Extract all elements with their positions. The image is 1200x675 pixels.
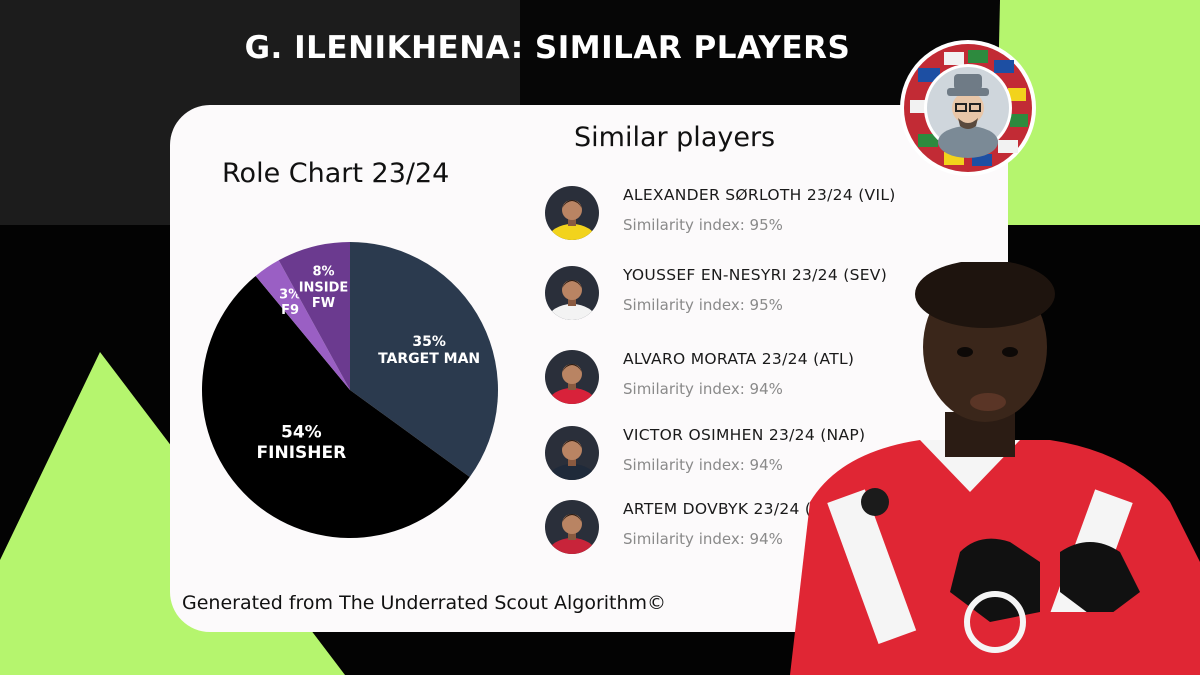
similar-player-row: YOUSSEF EN-NESYRI 23/24 (SEV) Similarity … xyxy=(545,266,995,326)
similarity-index: Similarity index: 94% xyxy=(623,456,783,474)
player-name: ALEXANDER SØRLOTH 23/24 (VIL) xyxy=(623,186,896,204)
pie-label-f9: 3% F9 xyxy=(279,288,301,319)
pie-label-inside-fw: 8% INSIDE FW xyxy=(299,265,349,311)
player-name: ALVARO MORATA 23/24 (ATL) xyxy=(623,350,855,368)
player-avatar xyxy=(545,266,599,320)
similar-player-row: VICTOR OSIMHEN 23/24 (NAP) Similarity ind… xyxy=(545,426,995,486)
player-avatar xyxy=(545,500,599,554)
similarity-index: Similarity index: 95% xyxy=(623,216,783,234)
similar-players-title: Similar players xyxy=(574,122,776,153)
page-title: G. ILENIKHENA: SIMILAR PLAYERS xyxy=(244,30,851,66)
player-avatar xyxy=(545,350,599,404)
featured-player-image xyxy=(790,262,1200,675)
player-name: YOUSSEF EN-NESYRI 23/24 (SEV) xyxy=(623,266,888,284)
similarity-index: Similarity index: 94% xyxy=(623,530,783,548)
similar-player-row: ALVARO MORATA 23/24 (ATL) Similarity inde… xyxy=(545,350,995,410)
pie-slice-f9 xyxy=(255,260,350,390)
pie-slice-inside-fw xyxy=(278,242,350,390)
similar-player-row: ARTEM DOVBYK 23/24 (GIR) Similarity index… xyxy=(545,500,995,560)
pie-label-finisher: 54% FINISHER xyxy=(257,423,347,463)
pie-slice-target-man xyxy=(350,242,498,477)
green-triangle-right xyxy=(995,0,1200,225)
player-avatar xyxy=(545,426,599,480)
pie-label-target-man: 35% TARGET MAN xyxy=(378,334,480,367)
role-chart-title: Role Chart 23/24 xyxy=(222,158,450,189)
similarity-index: Similarity index: 95% xyxy=(623,296,783,314)
scout-logo-badge xyxy=(900,40,1036,176)
player-name: VICTOR OSIMHEN 23/24 (NAP) xyxy=(623,426,866,444)
similar-player-row: ALEXANDER SØRLOTH 23/24 (VIL) Similarity … xyxy=(545,186,995,246)
similarity-index: Similarity index: 94% xyxy=(623,380,783,398)
player-name: ARTEM DOVBYK 23/24 (GIR) xyxy=(623,500,846,518)
footer-note: Generated from The Underrated Scout Algo… xyxy=(182,592,667,614)
pie-slice-finisher xyxy=(201,275,470,539)
player-avatar xyxy=(545,186,599,240)
